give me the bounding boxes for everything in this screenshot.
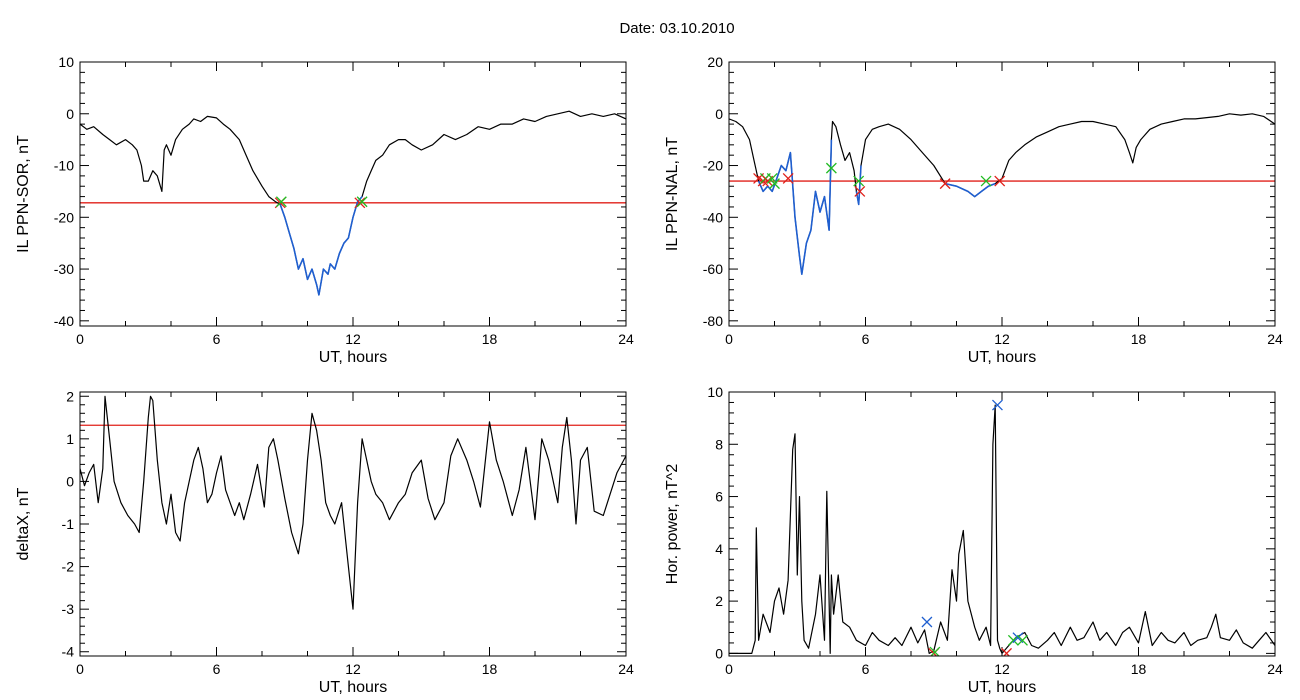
y-tick-label: 2 [715, 593, 723, 609]
x-tick-label: 18 [482, 661, 498, 677]
plot-frame [79, 391, 627, 657]
y-tick-label: 4 [715, 541, 723, 557]
x-tick-label: 12 [994, 331, 1010, 347]
y-tick-label: 10 [58, 54, 74, 70]
x-marker [921, 616, 933, 628]
y-axis-label: Hor. power, nT^2 [664, 464, 681, 585]
highlight-segment [944, 182, 996, 198]
y-axis-label: IL PPN-SOR, nT [15, 135, 32, 253]
y-tick-label: -20 [703, 158, 723, 174]
x-tick-label: 12 [345, 661, 361, 677]
x-tick-label: 12 [345, 331, 361, 347]
y-tick-label: 20 [707, 54, 723, 70]
plot-area [729, 399, 1275, 656]
y-tick-label: 2 [66, 388, 74, 404]
x-marker [1001, 647, 1013, 656]
x-tick-label: 0 [76, 331, 84, 347]
x-tick-label: 18 [482, 331, 498, 347]
x-tick-label: 18 [1131, 331, 1147, 347]
y-tick-label: 0 [715, 106, 723, 122]
page-title: Date: 03.10.2010 [619, 20, 734, 37]
x-marker [854, 185, 866, 197]
x-marker [994, 175, 1006, 187]
y-tick-label: -4 [62, 644, 75, 660]
y-tick-label: 8 [715, 436, 723, 452]
y-tick-label: -40 [54, 313, 74, 329]
highlight-segment [855, 165, 862, 206]
plot-area [729, 113, 1275, 275]
series-line [80, 395, 626, 610]
x-axis-label: UT, hours [319, 349, 387, 366]
x-tick-label: 0 [725, 331, 733, 347]
x-axis-label: UT, hours [968, 349, 1036, 366]
x-tick-label: 6 [213, 331, 221, 347]
plot-frame [728, 391, 1276, 657]
x-tick-label: 6 [213, 661, 221, 677]
x-marker [354, 197, 366, 209]
plot-area [80, 395, 626, 610]
x-marker [1017, 634, 1028, 646]
y-tick-label: -80 [703, 313, 723, 329]
highlight-segment [279, 196, 363, 296]
x-marker [356, 196, 368, 208]
y-tick-label: -40 [703, 209, 723, 225]
y-tick-label: 0 [66, 106, 74, 122]
x-marker [853, 175, 865, 187]
y-axis-label: IL PPN-NAL, nT [664, 137, 681, 251]
plot-frame [79, 61, 627, 327]
y-tick-label: -30 [54, 261, 74, 277]
x-marker [275, 196, 287, 208]
x-marker [939, 178, 951, 190]
x-tick-label: 24 [618, 661, 634, 677]
x-tick-label: 6 [862, 331, 870, 347]
chart-panel: 0 6 12 18 24 -40 -30 -20 -10 0 10 UT, hours IL PPN-S… [15, 54, 634, 366]
y-tick-label: -60 [703, 261, 723, 277]
x-tick-label: 24 [1267, 661, 1283, 677]
y-axis-label: deltaX, nT [15, 487, 32, 560]
x-tick-label: 0 [76, 661, 84, 677]
x-tick-label: 24 [618, 331, 634, 347]
plot-area [80, 110, 626, 296]
y-tick-label: 0 [66, 473, 74, 489]
plot-frame [728, 61, 1276, 327]
x-tick-label: 18 [1131, 661, 1147, 677]
highlight-segment [757, 139, 833, 275]
y-tick-label: 6 [715, 489, 723, 505]
series-line [729, 404, 1275, 654]
chart-panel: 0 6 12 18 24 -80 -60 -40 -20 0 20 UT, hours IL PPN-N… [664, 54, 1283, 366]
y-tick-label: -10 [54, 158, 74, 174]
y-tick-label: 0 [715, 645, 723, 661]
x-tick-label: 0 [725, 661, 733, 677]
x-axis-label: UT, hours [319, 679, 387, 696]
x-marker [769, 178, 780, 190]
y-tick-label: -20 [54, 209, 74, 225]
y-tick-label: -3 [62, 601, 75, 617]
x-marker [991, 399, 1003, 411]
x-tick-label: 24 [1267, 331, 1283, 347]
x-axis-label: UT, hours [968, 679, 1036, 696]
y-tick-label: 1 [66, 431, 74, 447]
y-tick-label: 10 [707, 384, 723, 400]
x-marker [929, 646, 941, 656]
x-tick-label: 12 [994, 661, 1010, 677]
x-tick-label: 6 [862, 661, 870, 677]
x-marker [825, 162, 837, 174]
series-line [729, 113, 1275, 275]
x-marker [782, 173, 794, 184]
x-marker [980, 175, 992, 187]
y-tick-label: -1 [62, 516, 75, 532]
y-tick-label: -2 [62, 559, 75, 575]
